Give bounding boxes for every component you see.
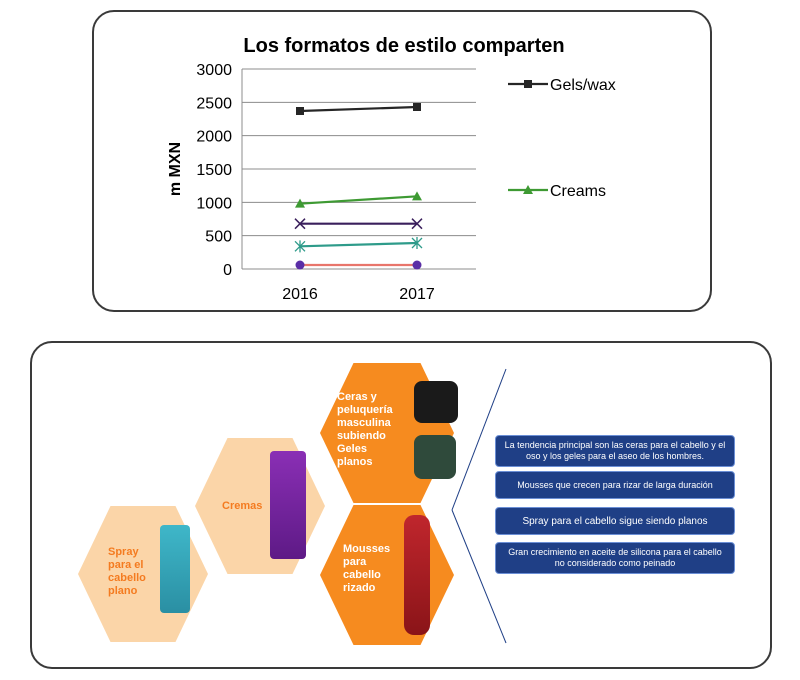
y-tick-label-2000: 2000 xyxy=(196,129,232,146)
hex-ceras-label: Ceras y peluquería masculina subiendo Ge… xyxy=(337,391,393,468)
connector-line-lower xyxy=(451,509,507,644)
hex-cremas-label: Cremas xyxy=(222,500,263,512)
legend-label-0: Gels/wax xyxy=(550,77,616,94)
y-tick-label-1500: 1500 xyxy=(196,162,232,179)
series-line-0 xyxy=(299,105,418,113)
spray-can-image xyxy=(160,525,190,613)
legend-marker-1 xyxy=(523,185,533,194)
hex-mousses-label: Mousses para cabello rizado xyxy=(343,543,391,594)
legend-label-1: Creams xyxy=(550,183,606,200)
mousse-can-image xyxy=(404,515,430,635)
series-3-point-1 xyxy=(411,237,423,249)
series-2-point-0 xyxy=(294,218,306,230)
series-1-point-0 xyxy=(295,198,305,208)
y-tick-label-500: 500 xyxy=(205,229,232,246)
infographic-panel: Spray para el cabello plano Cremas Ceras… xyxy=(30,341,772,669)
hex-spray-label: Spray para el cabello plano xyxy=(108,546,146,597)
info-box-3: Spray para el cabello sigue siendo plano… xyxy=(495,507,735,535)
y-tick-label-3000: 3000 xyxy=(196,62,232,79)
series-line-3 xyxy=(299,241,418,248)
info-box-1: La tendencia principal son las ceras par… xyxy=(495,435,735,467)
line-chart: Los formatos de estilo comparten 0 500 1000… xyxy=(167,35,616,303)
y-tick-label-1000: 1000 xyxy=(196,195,232,212)
chart-title: Los formatos de estilo comparten xyxy=(243,35,564,57)
wax-jar-image xyxy=(414,435,456,479)
connector-lines xyxy=(451,368,507,644)
y-tick-label-0: 0 xyxy=(223,262,232,279)
series-1-point-1 xyxy=(412,191,422,201)
series-0-point-0 xyxy=(296,107,304,115)
series-0-point-1 xyxy=(413,103,421,111)
series-2-point-1 xyxy=(411,218,423,230)
series-4-point-0 xyxy=(295,260,305,270)
ego-gel-jar-image xyxy=(414,381,458,423)
info-box-4: Gran crecimiento en aceite de silicona p… xyxy=(495,542,735,574)
y-axis-label: m MXN xyxy=(167,142,184,196)
series-line-1 xyxy=(299,195,418,205)
x-tick-label-2017: 2017 xyxy=(399,286,435,303)
connector-line-upper xyxy=(451,368,507,511)
series-4-point-1 xyxy=(412,260,422,270)
legend-marker-0 xyxy=(524,80,532,88)
hex-mousses xyxy=(320,505,454,645)
y-tick-label-2500: 2500 xyxy=(196,95,232,112)
cream-bottle-image xyxy=(270,451,306,559)
series-3-point-0 xyxy=(294,240,306,253)
x-tick-label-2016: 2016 xyxy=(282,286,318,303)
chart-panel: Los formatos de estilo comparten 0 500 1000… xyxy=(92,10,712,312)
info-box-2: Mousses que crecen para rizar de larga d… xyxy=(495,471,735,499)
